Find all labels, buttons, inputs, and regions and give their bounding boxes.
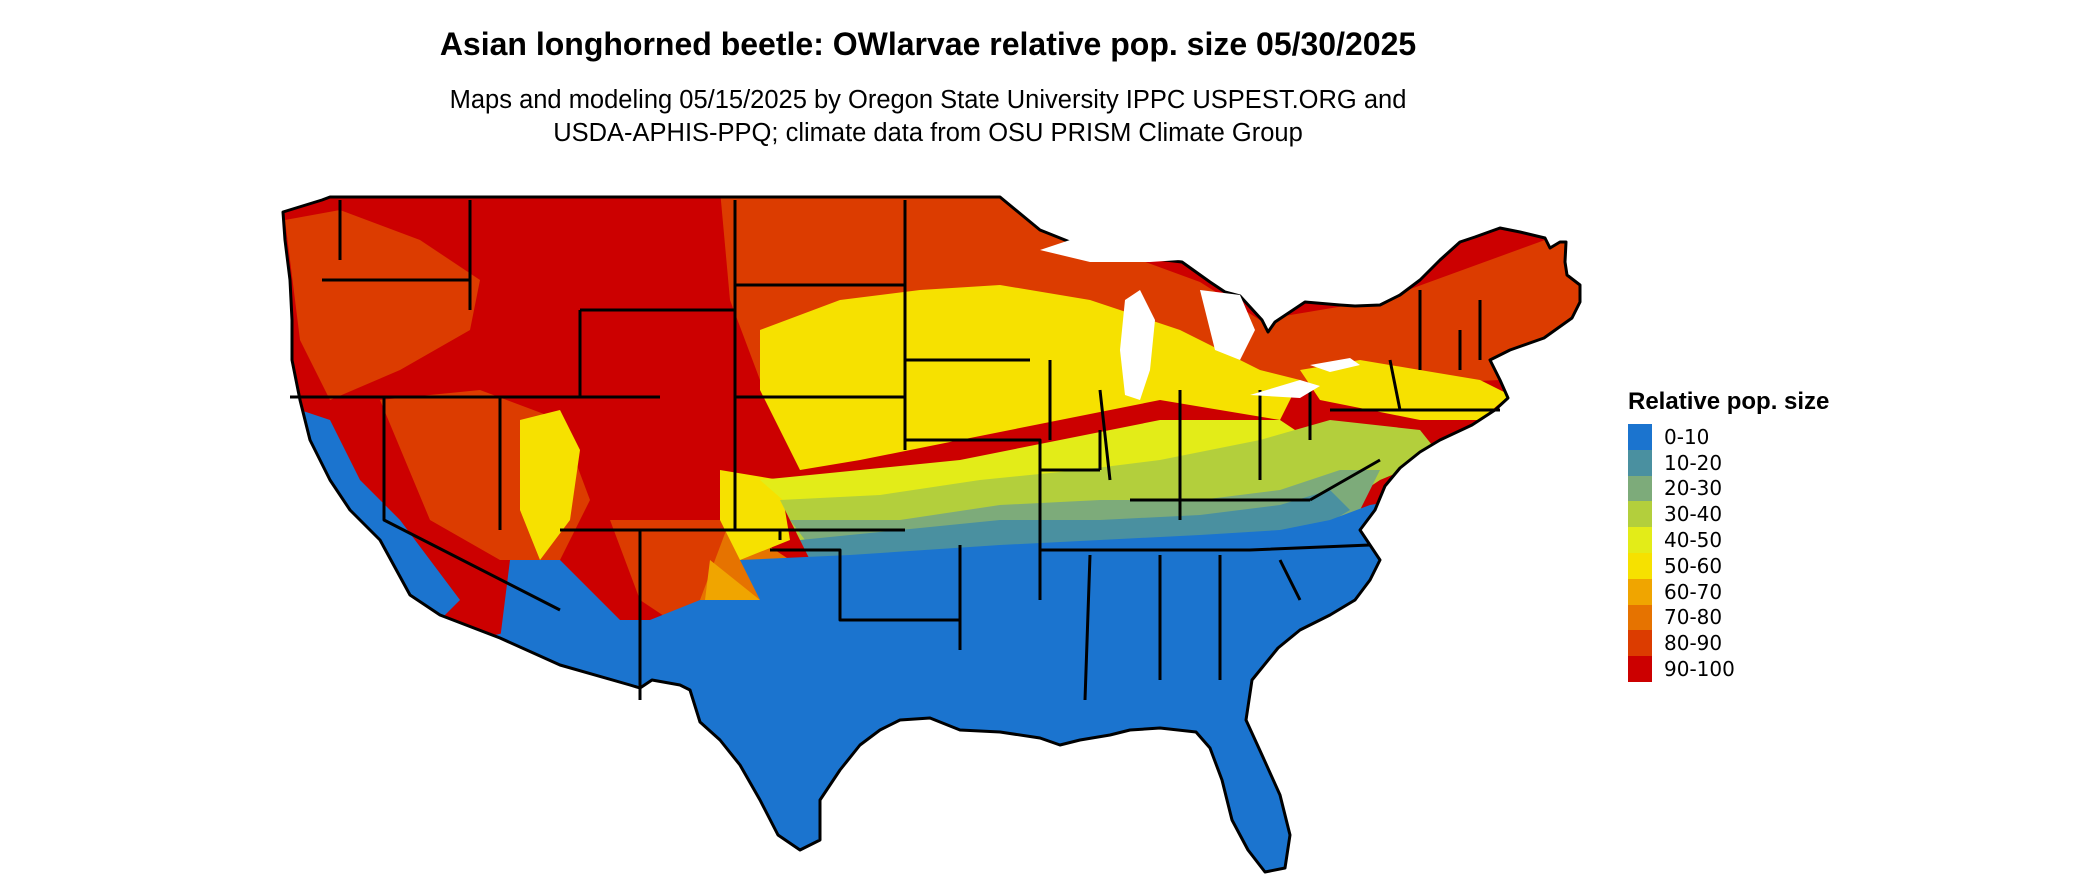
band-50-60-central xyxy=(760,285,1300,470)
band-0-10-california xyxy=(300,410,460,620)
legend-item: 90-100 xyxy=(1628,656,1829,682)
legend-swatch xyxy=(1628,552,1652,579)
legend-item: 40-50 xyxy=(1628,527,1829,553)
band-50-60-northeast xyxy=(1300,360,1510,420)
legend-swatch xyxy=(1628,527,1652,553)
legend-label: 20-30 xyxy=(1664,476,1723,501)
legend-swatch xyxy=(1628,501,1652,528)
population-surface xyxy=(283,197,1580,872)
legend-item: 10-20 xyxy=(1628,449,1829,476)
legend-title: Relative pop. size xyxy=(1628,388,1830,415)
band-0-10-arizona xyxy=(500,560,640,700)
lake-huron xyxy=(1200,290,1255,360)
legend-label: 0-10 xyxy=(1664,424,1710,449)
legend: Relative pop. size 0-10 10-20 20-30 30-40 40… xyxy=(1628,388,1829,682)
great-lakes xyxy=(1040,230,1360,400)
legend-swatch xyxy=(1628,656,1652,682)
band-40-50 xyxy=(760,420,1310,515)
legend-item: 30-40 xyxy=(1628,501,1829,528)
lake-superior xyxy=(1040,230,1210,262)
legend-label: 80-90 xyxy=(1664,631,1723,656)
legend-swatch xyxy=(1628,449,1652,476)
legend-label: 60-70 xyxy=(1664,579,1723,604)
state-lines-east xyxy=(1040,290,1500,701)
legend-item: 20-30 xyxy=(1628,475,1829,502)
subtitle-line-1: Maps and modeling 05/15/2025 by Oregon S… xyxy=(449,86,1407,114)
lake-erie xyxy=(1250,380,1320,398)
legend-swatch xyxy=(1628,424,1652,450)
legend-swatch xyxy=(1628,604,1652,631)
legend-item: 60-70 xyxy=(1628,578,1829,605)
legend-label: 70-80 xyxy=(1664,605,1723,630)
state-lines-central xyxy=(733,200,1102,650)
legend-label: 30-40 xyxy=(1664,502,1723,527)
legend-swatch xyxy=(1628,578,1652,605)
lake-ontario xyxy=(1310,358,1360,372)
lake-michigan xyxy=(1120,290,1155,400)
legend-items: 0-10 10-20 20-30 30-40 40-50 50-60 60-70 70-80 8… xyxy=(1628,424,1829,682)
legend-label: 40-50 xyxy=(1664,528,1723,553)
legend-item: 80-90 xyxy=(1628,630,1829,657)
legend-label: 50-60 xyxy=(1664,553,1723,578)
legend-item: 50-60 xyxy=(1628,552,1829,579)
subtitle-line-2: USDA-APHIS-PPQ; climate data from OSU PR… xyxy=(553,119,1303,147)
band-50-60-desert xyxy=(720,470,790,560)
map-title: Asian longhorned beetle: OWlarvae relati… xyxy=(439,26,1417,62)
legend-label: 90-100 xyxy=(1664,657,1735,682)
legend-label: 10-20 xyxy=(1664,450,1723,475)
legend-item: 0-10 xyxy=(1628,424,1829,450)
map-subtitle: Maps and modeling 05/15/2025 by Oregon S… xyxy=(0,84,1856,150)
legend-swatch xyxy=(1628,475,1652,502)
legend-item: 70-80 xyxy=(1628,604,1829,631)
band-50-60-west xyxy=(520,410,580,560)
band-80-90-west xyxy=(285,210,480,400)
legend-swatch xyxy=(1628,630,1652,657)
state-boundaries xyxy=(281,195,1582,874)
